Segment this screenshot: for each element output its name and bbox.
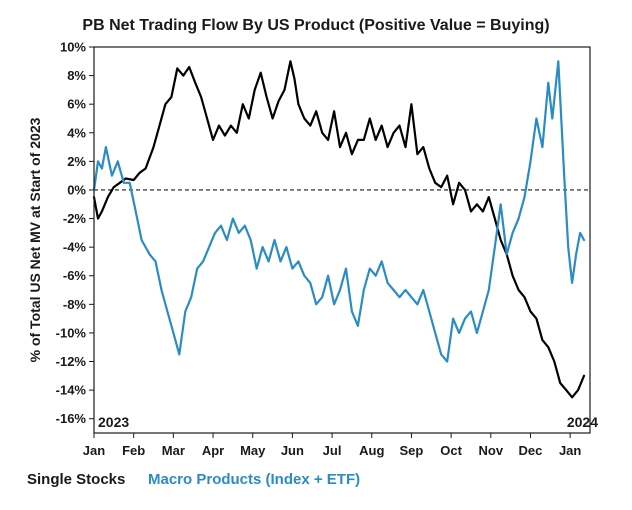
y-tick-label: -6% [63,268,87,283]
y-tick-label: 6% [67,97,86,112]
x-tick-label: Jan [83,443,105,458]
x-tick-label: Nov [479,443,504,458]
y-tick-label: 4% [67,125,86,140]
x-tick-label: Sep [400,443,424,458]
x-tick-label: Jul [323,443,342,458]
series-line-macro-products [92,60,586,363]
y-axis-label: % of Total US Net MV at Start of 2023 [27,117,43,362]
x-tick-label: Oct [440,443,462,458]
x-tick-label: May [240,443,266,458]
y-tick-label: -10% [56,325,87,340]
legend-single-stocks: Single Stocks [27,471,125,488]
chart-title: PB Net Trading Flow By US Product (Posit… [82,17,549,34]
x-tick-label: Feb [122,443,145,458]
y-tick-label: 8% [67,68,86,83]
legend-macro-products: Macro Products (Index + ETF) [148,471,360,488]
x-tick-label: Apr [202,443,224,458]
x-tick-label: Mar [162,443,185,458]
x-tick-label: Jun [281,443,304,458]
y-tick-label: -4% [63,240,87,255]
year-end-label: 2024 [567,414,598,430]
series-layer [92,60,586,399]
legend: Single Stocks Macro Products (Index + ET… [27,471,360,488]
y-tick-label: -16% [56,411,87,426]
x-tick-label: Jan [559,443,581,458]
year-start-label: 2023 [98,414,129,430]
tick-layer: 10% 8% 6% 4% 2% 0% -2% -4% -6% -8% -10% -12% -14% -16… [56,40,582,459]
y-tick-label: -2% [63,211,87,226]
y-tick-label: 10% [60,40,86,55]
plot-frame [93,46,591,434]
x-tick-label: Dec [519,443,543,458]
y-tick-label: 2% [67,154,86,169]
series-line-single-stocks [92,60,586,399]
x-tick-label: Aug [359,443,384,458]
y-tick-label: 0% [67,182,86,197]
y-tick-label: -14% [56,383,87,398]
y-tick-label: -8% [63,297,87,312]
y-tick-label: -12% [56,354,87,369]
